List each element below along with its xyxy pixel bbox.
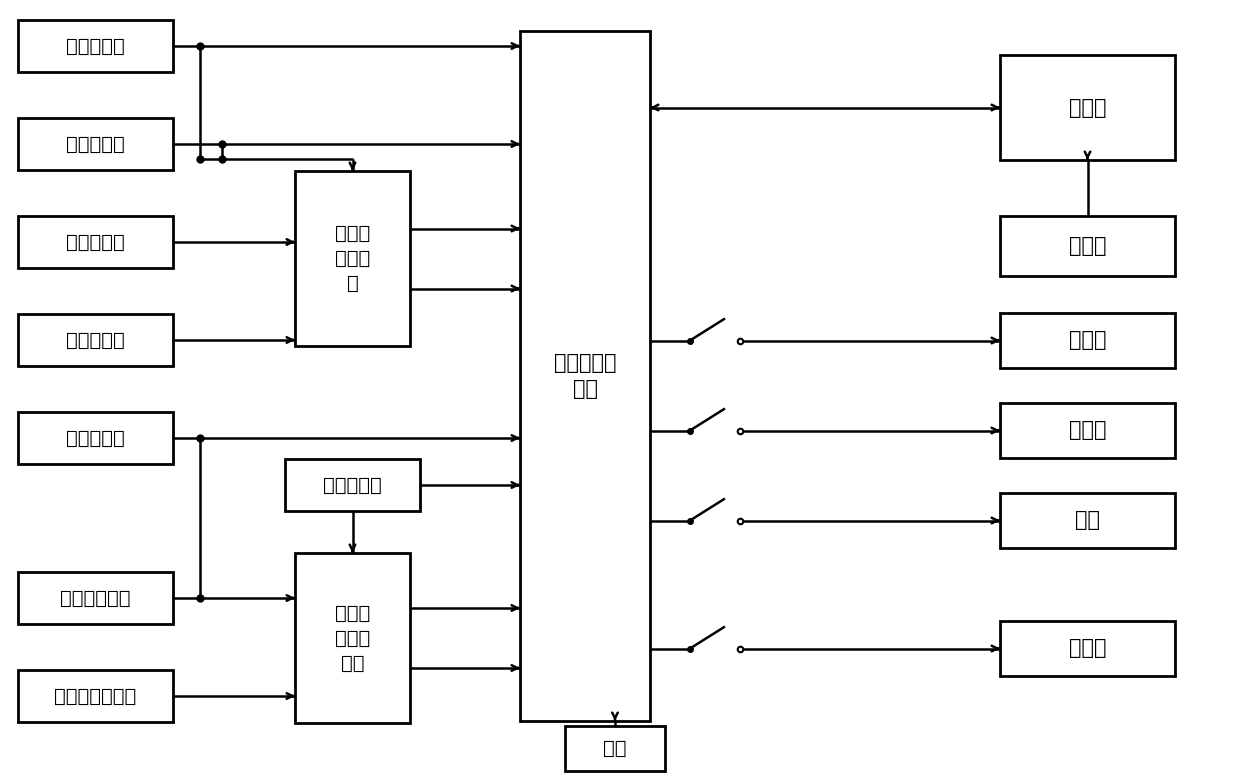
Bar [19, 572, 174, 624]
Text: 温度传感器: 温度传感器 [66, 36, 125, 56]
Bar [19, 670, 174, 722]
Bar [19, 314, 174, 366]
Bar [999, 313, 1176, 368]
Text: 报警器: 报警器 [1069, 639, 1106, 659]
Bar [999, 216, 1176, 276]
Text: 温湿度
修正电
路: 温湿度 修正电 路 [335, 224, 370, 293]
Text: 数据采集控
制器: 数据采集控 制器 [554, 353, 616, 399]
Bar [19, 118, 174, 170]
Text: 风速传感器: 风速传感器 [66, 428, 125, 448]
Text: 摄像头: 摄像头 [1069, 236, 1106, 256]
Bar [999, 403, 1176, 458]
Text: 电源: 电源 [603, 739, 626, 758]
Bar [565, 726, 665, 771]
Bar [295, 553, 410, 723]
Text: 加湿器: 加湿器 [1069, 331, 1106, 351]
Text: 温度风
速修正
电路: 温度风 速修正 电路 [335, 604, 370, 673]
Bar [19, 216, 174, 268]
Bar [999, 55, 1176, 160]
Bar [999, 493, 1176, 548]
Text: 风机: 风机 [1075, 511, 1100, 531]
Bar [999, 621, 1176, 676]
Bar [285, 459, 420, 511]
Text: 制冷机: 制冷机 [1069, 421, 1106, 441]
Text: 一氧化碳传感器: 一氧化碳传感器 [55, 687, 136, 705]
Text: 湿度传感器: 湿度传感器 [66, 134, 125, 154]
Bar [520, 31, 650, 721]
Bar [19, 412, 174, 464]
Text: 硫化氢传感器: 硫化氢传感器 [61, 588, 130, 608]
Text: 电流传感器: 电流传感器 [324, 476, 382, 494]
Bar [295, 171, 410, 346]
Text: 气压传感器: 气压传感器 [66, 233, 125, 251]
Text: 工控机: 工控机 [1069, 98, 1106, 117]
Bar [19, 20, 174, 72]
Text: 光照传感器: 光照传感器 [66, 331, 125, 349]
